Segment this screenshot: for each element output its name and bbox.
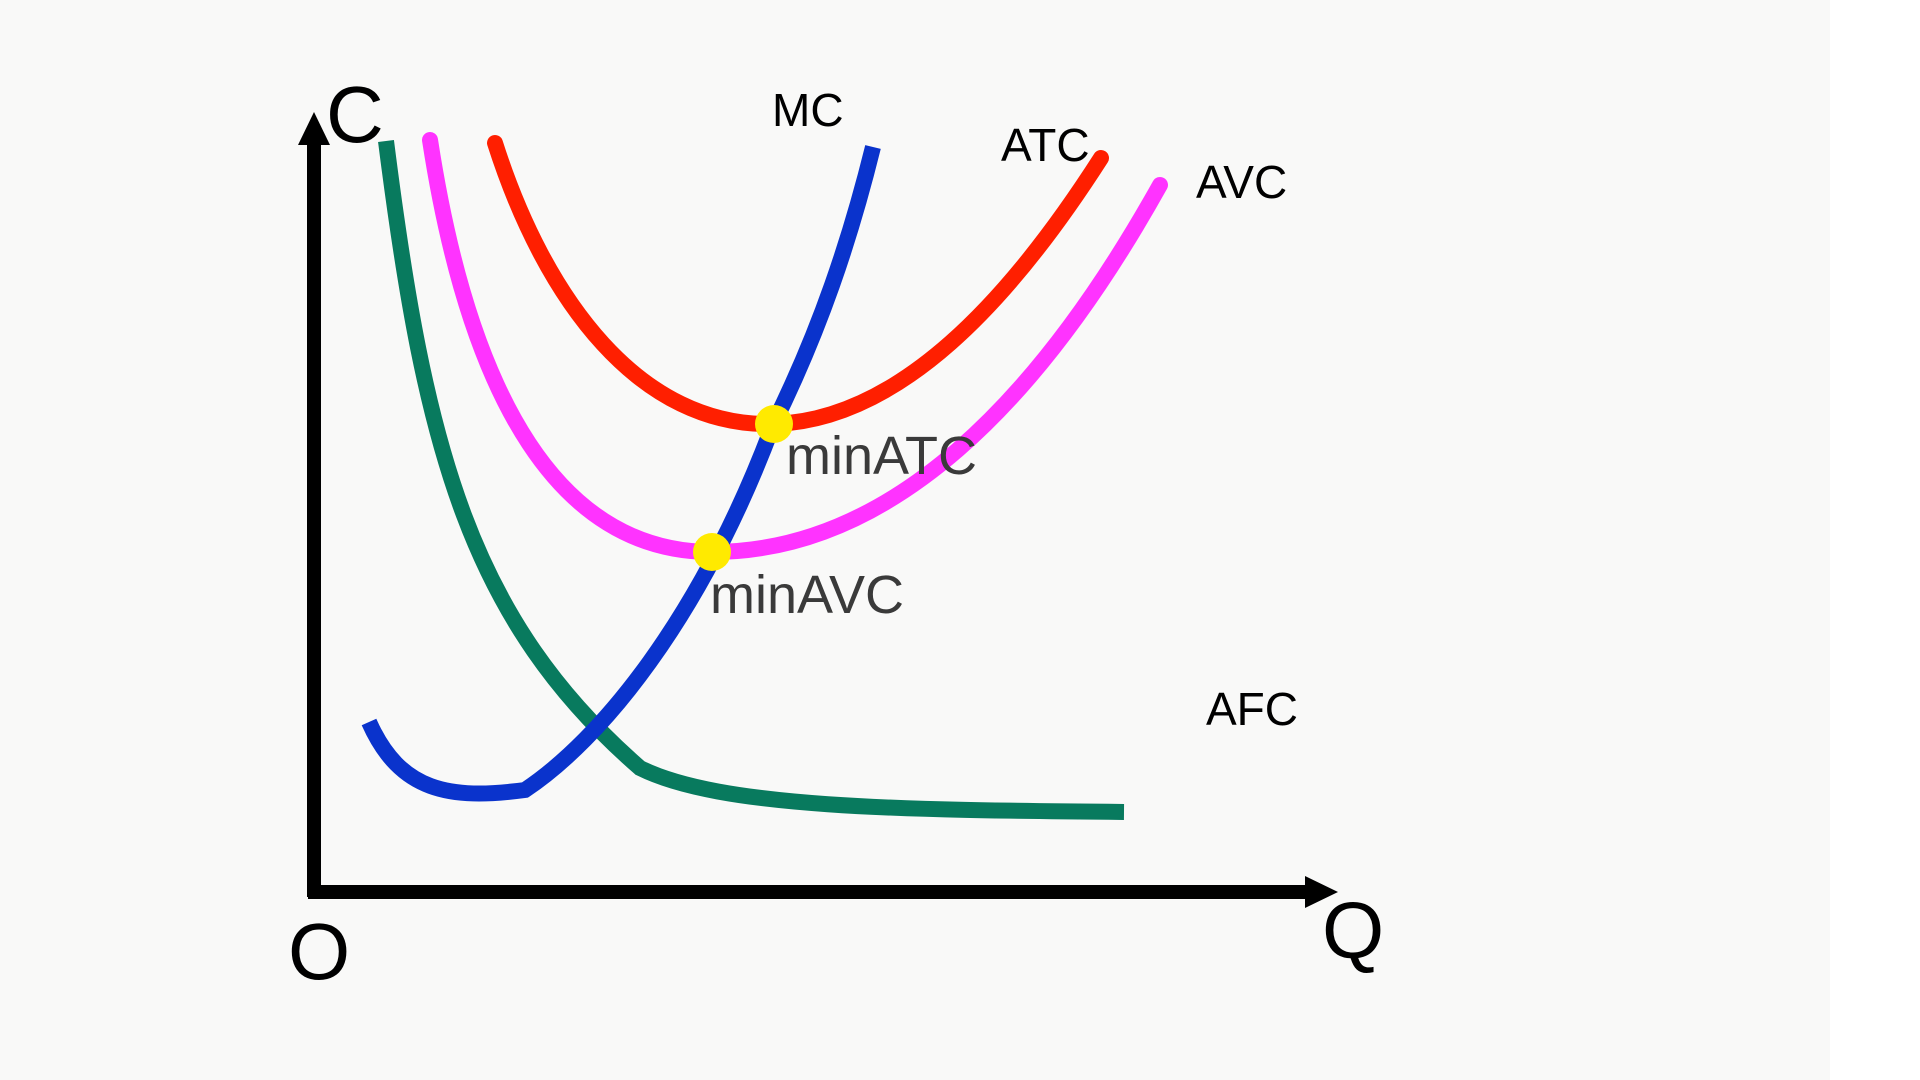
afc-curve xyxy=(378,139,1125,820)
min-atc-label: minATC xyxy=(786,426,977,486)
avc-label: AVC xyxy=(1196,156,1287,208)
x-axis-label: Q xyxy=(1322,886,1384,975)
origin-label: O xyxy=(288,907,350,996)
avc-curve xyxy=(422,132,1168,561)
min-avc-label: minAVC xyxy=(710,565,904,625)
min-avc-point xyxy=(693,533,731,571)
mc-curve xyxy=(361,145,881,802)
mc-label: MC xyxy=(772,84,844,136)
y-axis-label: C xyxy=(326,70,384,159)
x-axis-arrowhead xyxy=(1305,876,1338,908)
atc-label: ATC xyxy=(1001,119,1090,171)
afc-label: AFC xyxy=(1206,683,1298,735)
right-margin xyxy=(1830,0,1920,1080)
y-axis-arrowhead xyxy=(298,112,330,145)
min-atc-point xyxy=(755,405,793,443)
